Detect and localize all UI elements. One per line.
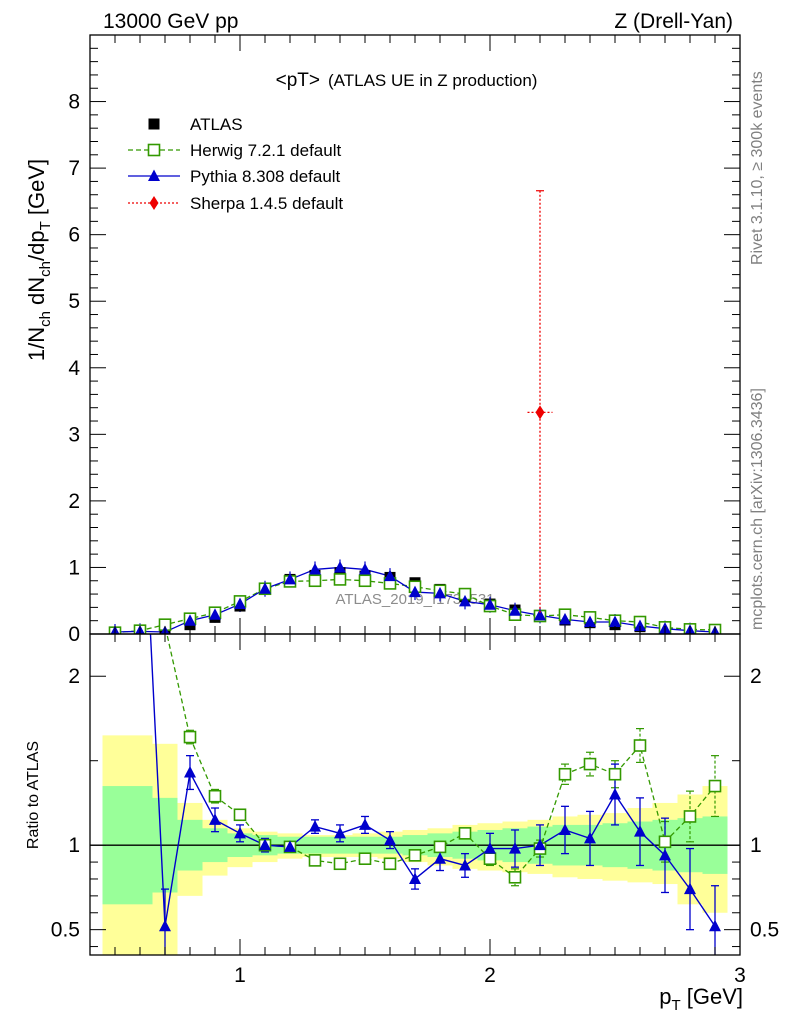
legend-marker [149,119,160,130]
y-label-part: 1/N [24,327,49,361]
ratio-y-tick-label-left: 0.5 [51,919,80,942]
herwig-ratio-point [360,853,371,864]
y-label-subscript: ch [37,261,54,277]
main-y-tick-label: 4 [68,357,80,380]
herwig-ratio-point [135,417,146,428]
legend-label: Herwig 7.2.1 default [190,141,341,160]
main-frame [90,35,740,634]
herwig-ratio-point [485,853,496,864]
y-label-subscript: ch [37,311,54,327]
ratio-y-tick-label-right: 2 [750,665,762,688]
herwig-point [360,575,371,586]
x-label-part: p [659,984,671,1009]
ratio-y-tick-label-left: 2 [68,665,80,688]
legend-marker [150,196,159,210]
herwig-ratio-point [210,791,221,802]
y-label-part: dN [24,277,49,311]
legend-label: Pythia 8.308 default [190,167,341,186]
herwig-ratio-point [510,872,521,883]
herwig-ratio-point [585,759,596,770]
ratio-frame [90,634,740,955]
x-axis-label: pT [GeV] [659,984,743,1014]
main-title-text: <pT> [276,70,320,91]
ratio-y-axis-label: Ratio to ATLAS [25,741,42,849]
ratio-y-tick-label-right: 1 [750,834,762,857]
pythia-ratio-point [209,813,221,825]
herwig-ratio-point [710,781,721,792]
legend: ATLAS Herwig 7.2.1 default Pythia 8.308 de… [128,115,343,213]
main-y-tick-label: 2 [68,490,80,513]
legend-label: Sherpa 1.4.5 default [190,194,343,213]
herwig-ratio-point [460,828,471,839]
y-label-part: /dp [24,230,49,261]
pythia-point [334,561,346,573]
pythia-ratio-point [609,788,621,800]
herwig-ratio-point [685,811,696,822]
herwig-ratio-point [660,836,671,847]
ratio-y-tick-label-left: 1 [68,834,80,857]
herwig-ratio-point [235,809,246,820]
main-y-tick-label: 0 [68,623,80,646]
x-tick-label: 2 [484,964,496,987]
herwig-ratio-point [560,769,571,780]
ratio-panel [90,416,740,967]
legend-marker [148,170,160,182]
main-panel [109,191,721,640]
main-y-tick-label: 7 [68,157,80,180]
herwig-ratio-point [110,417,121,428]
pythia-ratio-point [109,416,121,428]
herwig-ratio-point [335,858,346,869]
herwig-ratio-point [385,858,396,869]
mcplots-label: mcplots.cern.ch [arXiv:1306.3436] [749,388,766,630]
x-tick-label: 1 [234,964,246,987]
y-label-subscript: T [37,221,54,230]
herwig-ratio-point [610,769,621,780]
x-label-subscript: T [671,997,680,1014]
herwig-ratio-point [435,841,446,852]
sherpa-point [536,405,545,419]
y-label-part: [GeV] [24,159,49,221]
main-y-tick-label: 5 [68,290,80,313]
main-y-tick-label: 3 [68,423,80,446]
pythia-ratio-point [359,818,371,830]
main-y-tick-label: 6 [68,224,80,247]
herwig-point [310,575,321,586]
herwig-ratio-point [635,740,646,751]
plot-canvas: 13000 GeV pp Z (Drell-Yan) Rivet 3.1.10,… [0,0,786,1024]
x-label-part: [GeV] [681,984,743,1009]
ratio-y-tick-label-right: 0.5 [750,919,779,942]
pythia-ratio-point [709,920,721,932]
x-tick-label: 3 [734,964,746,987]
main-title: <pT> (ATLAS UE in Z production) [276,70,538,91]
process-label: Z (Drell-Yan) [614,10,733,33]
herwig-point [335,574,346,585]
pythia-ratio-point [184,766,196,778]
herwig-ratio-point [310,855,321,866]
main-series-group [109,191,721,640]
pythia-ratio-point [409,872,421,884]
legend-marker [149,145,160,156]
herwig-ratio-point [410,850,421,861]
legend-label: ATLAS [190,115,243,134]
main-y-tick-label: 8 [68,91,80,114]
pythia-ratio-point [134,416,146,428]
pythia-ratio-point [309,820,321,832]
rivet-label: Rivet 3.1.10, ≥ 300k events [749,71,766,265]
main-subtitle-text: (ATLAS UE in Z production) [328,71,537,90]
main-y-axis-label: 1/Nch dNch/dpT [GeV] [24,159,54,361]
herwig-ratio-point [185,732,196,743]
beam-label: 13000 GeV pp [103,10,238,33]
main-y-tick-label: 1 [68,556,80,579]
